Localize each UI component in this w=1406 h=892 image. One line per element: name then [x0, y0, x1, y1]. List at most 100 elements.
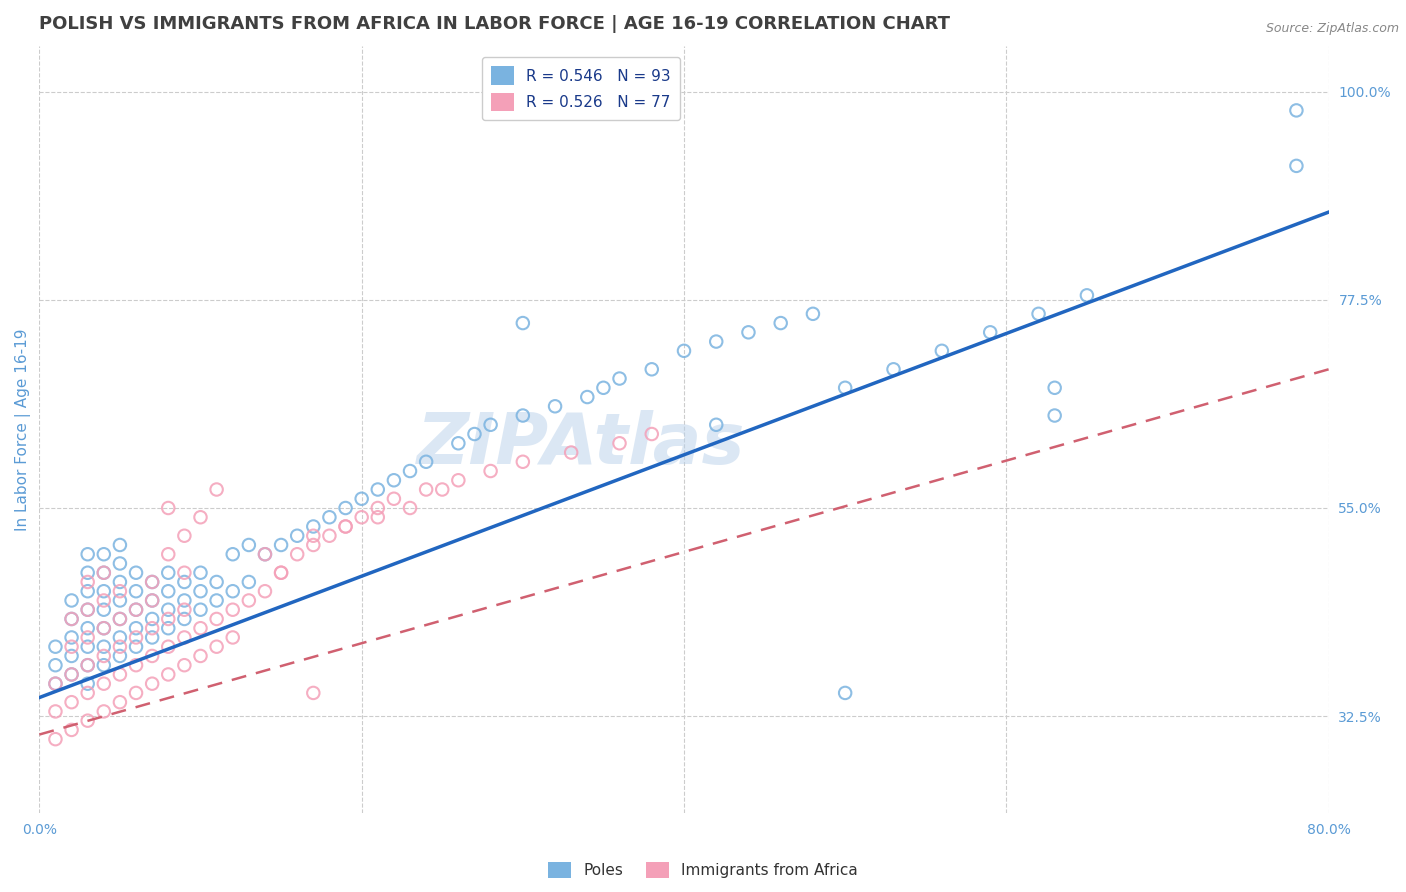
Point — [270, 566, 292, 580]
Point — [125, 566, 148, 580]
Point — [432, 483, 454, 497]
Point — [108, 584, 131, 599]
Point — [76, 658, 98, 673]
Point — [512, 455, 534, 469]
Point — [592, 381, 614, 395]
Point — [190, 648, 212, 663]
Point — [76, 547, 98, 561]
Point — [76, 686, 98, 700]
Point — [302, 529, 325, 543]
Point — [382, 473, 405, 487]
Point — [205, 612, 228, 626]
Point — [399, 501, 422, 516]
Point — [93, 584, 115, 599]
Point — [609, 436, 631, 450]
Point — [367, 510, 389, 524]
Point — [801, 307, 824, 321]
Point — [672, 343, 695, 358]
Point — [173, 566, 195, 580]
Point — [285, 529, 308, 543]
Point — [108, 631, 131, 645]
Point — [173, 612, 195, 626]
Point — [367, 483, 389, 497]
Point — [737, 326, 759, 340]
Point — [479, 464, 502, 478]
Point — [60, 667, 83, 681]
Point — [60, 612, 83, 626]
Point — [979, 326, 1001, 340]
Point — [93, 705, 115, 719]
Point — [769, 316, 792, 330]
Point — [44, 676, 66, 690]
Point — [108, 612, 131, 626]
Point — [44, 640, 66, 654]
Point — [173, 631, 195, 645]
Point — [141, 621, 163, 635]
Point — [108, 667, 131, 681]
Point — [44, 732, 66, 747]
Point — [609, 371, 631, 385]
Point — [335, 501, 357, 516]
Point — [190, 584, 212, 599]
Point — [253, 547, 276, 561]
Text: POLISH VS IMMIGRANTS FROM AFRICA IN LABOR FORCE | AGE 16-19 CORRELATION CHART: POLISH VS IMMIGRANTS FROM AFRICA IN LABO… — [39, 15, 950, 33]
Point — [222, 631, 245, 645]
Point — [93, 566, 115, 580]
Point — [93, 603, 115, 617]
Point — [93, 648, 115, 663]
Point — [302, 686, 325, 700]
Point — [190, 621, 212, 635]
Point — [93, 676, 115, 690]
Point — [125, 631, 148, 645]
Point — [318, 529, 340, 543]
Y-axis label: In Labor Force | Age 16-19: In Labor Force | Age 16-19 — [15, 328, 31, 531]
Point — [1043, 409, 1066, 423]
Point — [302, 519, 325, 533]
Point — [173, 658, 195, 673]
Point — [157, 566, 180, 580]
Point — [544, 399, 567, 413]
Point — [173, 603, 195, 617]
Point — [93, 566, 115, 580]
Point — [834, 381, 856, 395]
Point — [382, 491, 405, 506]
Point — [270, 566, 292, 580]
Point — [141, 676, 163, 690]
Point — [479, 417, 502, 432]
Point — [350, 491, 373, 506]
Point — [447, 473, 470, 487]
Point — [141, 574, 163, 589]
Point — [125, 640, 148, 654]
Point — [76, 566, 98, 580]
Point — [76, 584, 98, 599]
Point — [60, 648, 83, 663]
Point — [1285, 103, 1308, 118]
Point — [1285, 159, 1308, 173]
Point — [463, 427, 485, 442]
Point — [447, 436, 470, 450]
Point — [60, 695, 83, 709]
Point — [512, 316, 534, 330]
Point — [253, 547, 276, 561]
Point — [641, 427, 664, 442]
Point — [205, 483, 228, 497]
Point — [302, 538, 325, 552]
Point — [157, 621, 180, 635]
Point — [704, 334, 727, 349]
Point — [576, 390, 599, 404]
Point — [108, 695, 131, 709]
Point — [350, 510, 373, 524]
Point — [335, 519, 357, 533]
Point — [157, 501, 180, 516]
Point — [141, 593, 163, 607]
Point — [157, 603, 180, 617]
Point — [60, 612, 83, 626]
Point — [93, 621, 115, 635]
Point — [44, 676, 66, 690]
Point — [931, 343, 953, 358]
Point — [512, 409, 534, 423]
Point — [141, 612, 163, 626]
Point — [125, 603, 148, 617]
Point — [76, 603, 98, 617]
Point — [173, 574, 195, 589]
